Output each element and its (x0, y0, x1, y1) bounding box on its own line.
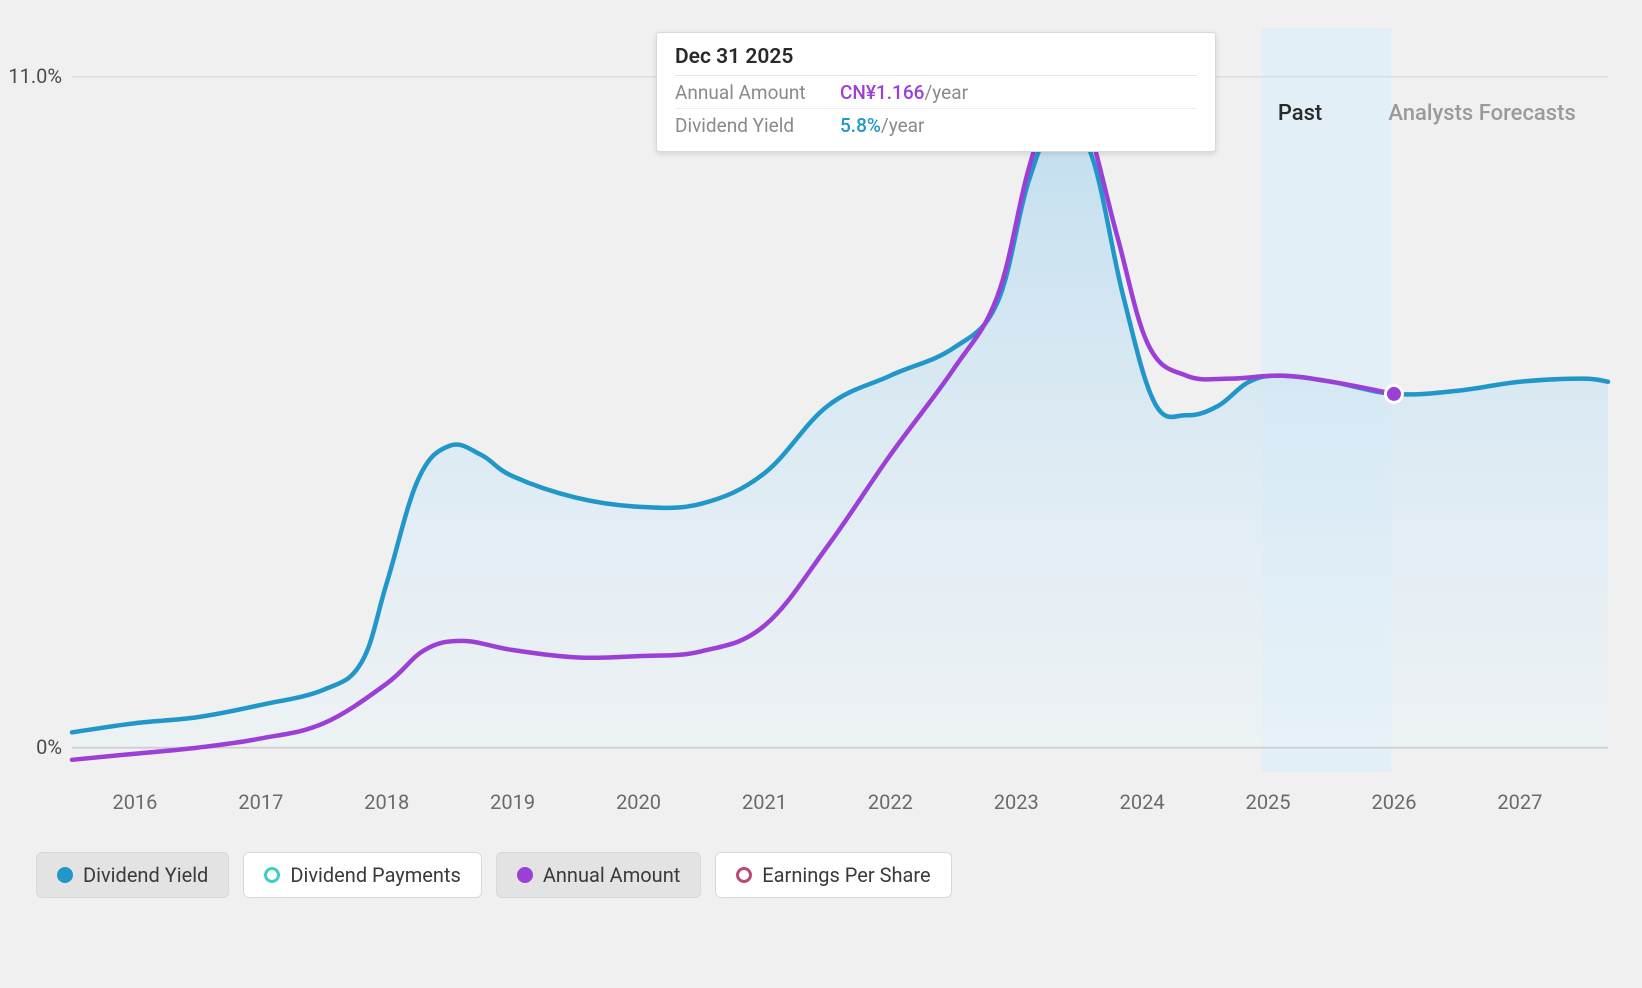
y-axis-label: 11.0% (8, 64, 62, 88)
legend-item-annual-amount[interactable]: Annual Amount (496, 852, 701, 898)
tooltip-key: Annual Amount (675, 81, 840, 104)
tooltip-value: CN¥1.166/year (840, 81, 968, 104)
legend-item-earnings-per-share[interactable]: Earnings Per Share (715, 852, 951, 898)
tooltip-row: Dividend Yield5.8%/year (675, 109, 1197, 141)
x-axis-label: 2017 (238, 790, 283, 814)
x-axis-label: 2020 (616, 790, 661, 814)
legend-swatch (517, 867, 533, 883)
tooltip-row: Annual AmountCN¥1.166/year (675, 76, 1197, 109)
legend-item-dividend-yield[interactable]: Dividend Yield (36, 852, 229, 898)
x-axis-label: 2022 (868, 790, 913, 814)
x-axis-label: 2021 (742, 790, 787, 814)
x-axis-label: 2027 (1497, 790, 1542, 814)
x-axis-label: 2024 (1120, 790, 1165, 814)
past-label: Past (1278, 101, 1322, 126)
legend-swatch (736, 867, 752, 883)
x-axis-label: 2019 (490, 790, 535, 814)
legend-label: Dividend Payments (290, 863, 460, 887)
legend-swatch (57, 867, 73, 883)
x-axis-label: 2025 (1246, 790, 1291, 814)
legend-label: Earnings Per Share (762, 863, 930, 887)
legend-item-dividend-payments[interactable]: Dividend Payments (243, 852, 481, 898)
tooltip-value: 5.8%/year (840, 114, 924, 137)
tooltip-date: Dec 31 2025 (675, 45, 1197, 76)
chart-legend: Dividend Yield Dividend Payments Annual Am… (36, 852, 952, 898)
tooltip-key: Dividend Yield (675, 114, 840, 137)
dividend-chart: 0% 11.0% 2016 2017 2018 2019 2020 2021 2022 2023… (0, 0, 1642, 988)
x-axis-label: 2026 (1371, 790, 1416, 814)
legend-label: Annual Amount (543, 863, 680, 887)
legend-label: Dividend Yield (83, 863, 208, 887)
x-axis-label: 2018 (364, 790, 409, 814)
x-axis-label: 2016 (112, 790, 157, 814)
x-axis-label: 2023 (994, 790, 1039, 814)
y-axis-label: 0% (36, 735, 62, 759)
forecast-label: Analysts Forecasts (1388, 101, 1575, 126)
chart-tooltip: Dec 31 2025 Annual AmountCN¥1.166/yearDi… (656, 32, 1216, 152)
legend-swatch (264, 867, 280, 883)
